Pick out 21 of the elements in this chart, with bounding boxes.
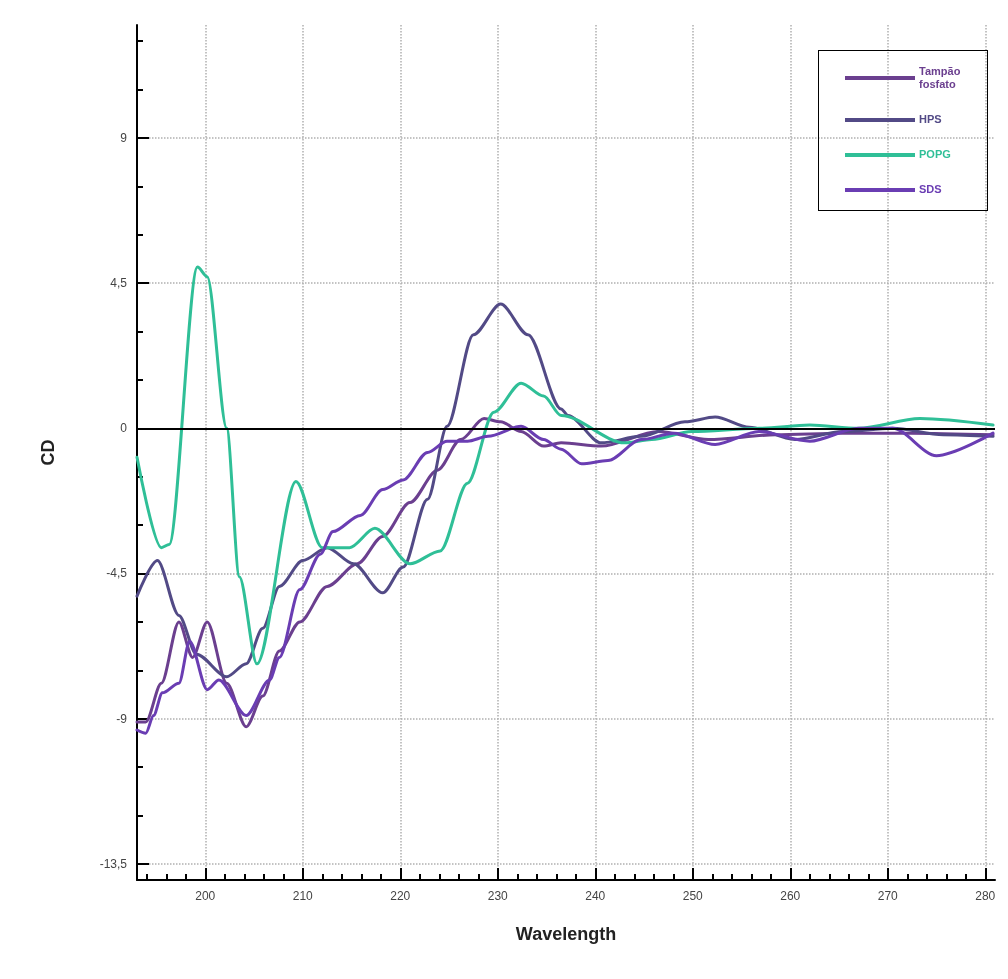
y-tick-label: 4,5 — [110, 276, 128, 291]
y-tick-label: -13,5 — [99, 856, 128, 871]
x-tick-label: 200 — [195, 889, 216, 903]
y-tick-label: 9 — [120, 130, 128, 145]
y-tick-label: -4,5 — [106, 566, 128, 581]
text: POPG — [919, 148, 952, 161]
x-tick-label: 280 — [975, 889, 996, 903]
x-tick-label: 260 — [780, 889, 801, 903]
text: SDS — [919, 183, 943, 196]
text: Tampão fosfato — [919, 65, 962, 91]
y-tick-label: -9 — [116, 711, 128, 726]
y-tick-label: 0 — [120, 421, 128, 436]
x-tick-label: 220 — [390, 889, 411, 903]
y-axis-title: CD — [38, 439, 58, 466]
x-tick-label: 270 — [877, 889, 899, 903]
x-tick-label: 240 — [585, 889, 606, 903]
text: HPS — [919, 113, 943, 126]
x-tick-label: 210 — [292, 889, 314, 903]
x-tick-label: 250 — [682, 889, 704, 903]
x-tick-label: 230 — [487, 889, 509, 903]
x-axis-title: Wavelength — [515, 924, 617, 944]
